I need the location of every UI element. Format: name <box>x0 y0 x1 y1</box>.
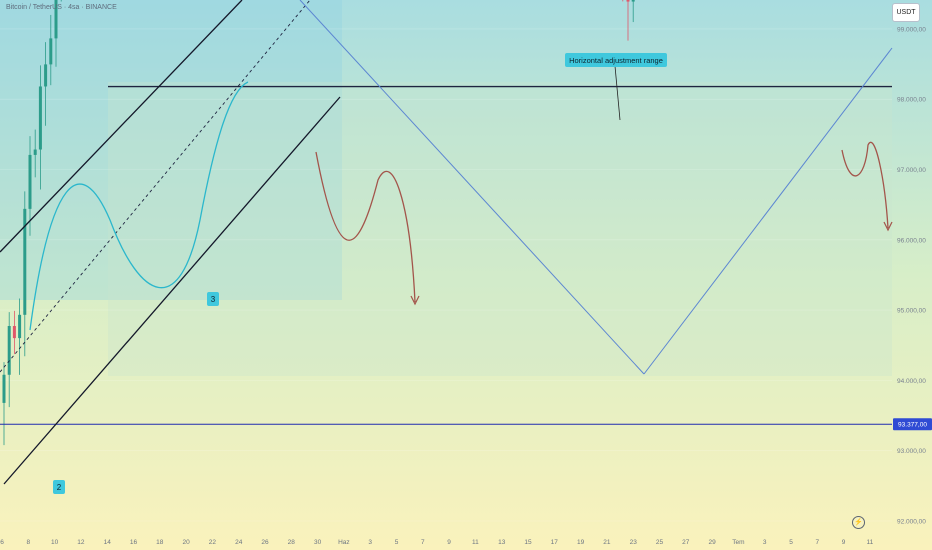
x-tick-label: 21 <box>603 539 611 546</box>
range-callout-box <box>565 53 667 67</box>
x-tick-label: 9 <box>447 539 451 546</box>
y-tick-label: 94.000,00 <box>897 378 926 385</box>
x-tick-label: 30 <box>314 539 322 546</box>
x-tick-label: 23 <box>630 539 638 546</box>
y-tick-label: 95.000,00 <box>897 308 926 315</box>
grid <box>0 0 892 521</box>
price-label-box <box>893 418 932 431</box>
x-tick-label: 11 <box>472 539 479 546</box>
callout-pointer <box>614 65 621 121</box>
x-tick-label: 28 <box>288 539 296 546</box>
x-tick-label: 26 <box>261 539 269 546</box>
forecast-curve <box>841 141 889 229</box>
x-tick-label: 7 <box>815 539 819 546</box>
x-tick-label: 9 <box>842 539 846 546</box>
candle-body <box>626 0 630 2</box>
channel-upper-line <box>0 0 243 253</box>
y-tick-label: 98.000,00 <box>897 97 926 104</box>
x-tick-label: 5 <box>395 539 399 546</box>
y-tick-label: 93.000,00 <box>897 448 926 455</box>
drawings: Horizontal adjustment range 3 2 <box>0 0 893 494</box>
channel-mid-line <box>0 0 311 373</box>
candle-body <box>12 326 16 339</box>
price-label-text: 93.377,00 <box>898 422 927 429</box>
price-labels: 110.718,00109.620,84108.826,24101.383,07… <box>893 418 932 431</box>
marker-2-label: 2 <box>57 483 62 492</box>
marker-3-box <box>207 292 219 306</box>
y-tick-label: 96.000,00 <box>897 237 926 244</box>
y-tick-label: 97.000,00 <box>897 167 926 174</box>
candle-body <box>33 149 37 155</box>
x-tick-label: 3 <box>368 539 372 546</box>
candle-body <box>49 38 53 65</box>
pair-title: Bitcoin / TetherUS · 4sa · BINANCE <box>6 4 117 11</box>
x-tick-label: 27 <box>682 539 690 546</box>
x-tick-label: 25 <box>656 539 664 546</box>
candle-body <box>38 86 42 150</box>
currency-button[interactable]: USDT <box>892 3 920 22</box>
x-tick-label: 15 <box>524 539 532 546</box>
candle-body <box>54 0 58 39</box>
x-tick-label: 7 <box>421 539 425 546</box>
projection-curve <box>315 151 416 303</box>
candle-body <box>23 208 27 315</box>
x-tick-label: 13 <box>498 539 506 546</box>
projection-arrow-icon <box>410 295 420 306</box>
forecast-arrow-icon <box>883 221 893 232</box>
x-tick-label: 12 <box>77 539 85 546</box>
x-tick-label: 16 <box>130 539 138 546</box>
candle-body <box>2 374 6 403</box>
x-tick-label: 18 <box>156 539 164 546</box>
trend-line-up <box>643 47 893 375</box>
candles <box>2 0 635 446</box>
x-tick-label: 17 <box>551 539 559 546</box>
x-tick-label: Tem <box>732 539 744 546</box>
x-tick-label: 11 <box>867 539 874 546</box>
x-tick-label: 29 <box>708 539 716 546</box>
y-tick-label: 99.000,00 <box>897 26 926 33</box>
marker-2-box <box>53 480 65 494</box>
x-tick-label: 19 <box>577 539 585 546</box>
x-tick-label: Haz <box>338 539 350 546</box>
range-zone <box>108 82 892 376</box>
highlight-zone <box>0 0 342 300</box>
x-tick-label: 5 <box>789 539 793 546</box>
candle-body <box>18 314 22 339</box>
x-tick-label: 14 <box>104 539 112 546</box>
x-tick-label: 20 <box>182 539 190 546</box>
x-tick-label: 8 <box>26 539 30 546</box>
channel-lower-line <box>3 96 341 485</box>
x-tick-label: 22 <box>209 539 217 546</box>
candle-body <box>631 0 635 2</box>
x-tick-label: 6 <box>0 539 4 546</box>
trend-line-down <box>299 0 645 375</box>
y-tick-label: 92.000,00 <box>897 519 926 526</box>
lightning-bolt-icon[interactable]: ⚡ <box>852 516 865 529</box>
candle-body <box>7 326 11 375</box>
wave-curve <box>29 81 249 331</box>
x-tick-label: 10 <box>51 539 59 546</box>
candle-body <box>28 154 32 209</box>
candle-body <box>44 64 48 87</box>
range-callout-label: Horizontal adjustment range <box>569 56 663 65</box>
x-tick-label: 24 <box>235 539 243 546</box>
marker-3-label: 3 <box>211 295 216 304</box>
x-tick-label: 3 <box>763 539 767 546</box>
